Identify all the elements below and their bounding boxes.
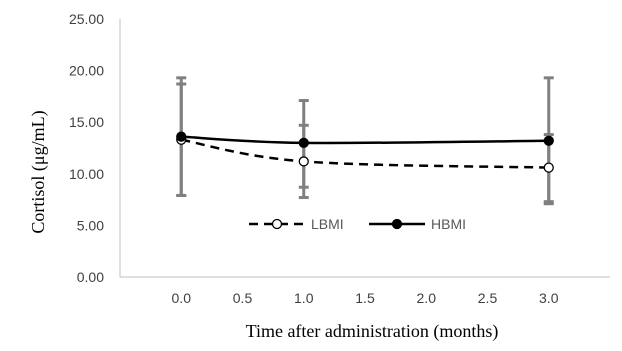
- legend-marker-lbmi: [271, 218, 283, 230]
- series-markers: [176, 131, 554, 173]
- legend-label-hbmi: HBMI: [431, 216, 466, 232]
- data-point-lbmi: [543, 162, 554, 173]
- y-tick-label: 15.00: [69, 114, 104, 130]
- x-axis-title: Time after administration (months): [246, 321, 499, 342]
- axes: [119, 19, 610, 278]
- legend: LBMI HBMI: [249, 216, 466, 232]
- legend-label-lbmi: LBMI: [311, 216, 344, 232]
- x-tick-label: 3.0: [539, 290, 559, 306]
- data-point-hbmi: [543, 135, 554, 146]
- y-tick-label: 5.00: [77, 217, 104, 233]
- y-tick-label: 25.00: [69, 11, 104, 27]
- y-tick-label: 10.00: [69, 166, 104, 182]
- legend-marker-hbmi: [391, 218, 403, 230]
- x-tick-label: 2.0: [417, 290, 437, 306]
- x-tick-label: 1.0: [294, 290, 314, 306]
- data-point-hbmi: [176, 131, 187, 142]
- y-tick-label: 20.00: [69, 63, 104, 79]
- data-point-lbmi: [298, 156, 309, 167]
- x-tick-label: 1.5: [355, 290, 375, 306]
- y-axis-ticks: 0.00 5.00 10.00 15.00 20.00 25.00: [69, 11, 104, 285]
- x-tick-label: 2.5: [478, 290, 498, 306]
- y-axis-title: Cortisol (μg/mL): [28, 110, 49, 233]
- x-tick-label: 0.5: [233, 290, 253, 306]
- series-lines: [181, 135, 549, 169]
- series-line-lbmi: [181, 138, 549, 169]
- series-line-hbmi: [181, 135, 549, 145]
- y-tick-label: 0.00: [77, 269, 104, 285]
- data-point-hbmi: [298, 137, 309, 148]
- x-tick-label: 0.0: [172, 290, 192, 306]
- x-axis-ticks: 0.0 0.5 1.0 1.5 2.0 2.5 3.0: [172, 290, 559, 306]
